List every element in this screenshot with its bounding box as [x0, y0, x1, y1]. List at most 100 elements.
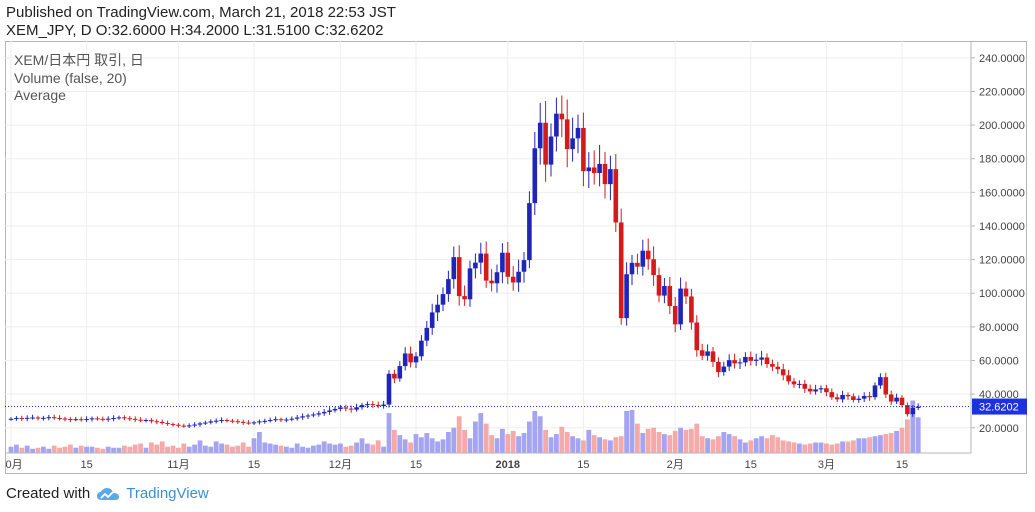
volume-bar [89, 446, 95, 453]
volume-bar [100, 448, 106, 453]
candle-body [764, 357, 770, 365]
volume-bar [154, 444, 160, 453]
volume-bar [354, 442, 359, 453]
volume-bar [489, 435, 494, 453]
candle-body [408, 353, 413, 363]
candle-body [807, 388, 813, 392]
candle-body [240, 421, 246, 423]
candle-body [375, 404, 381, 407]
candle-body [305, 415, 311, 417]
candle-body [786, 375, 791, 382]
volume-bar [273, 444, 278, 453]
volume-bar [116, 447, 122, 453]
volume-bar [230, 446, 235, 453]
candle-body [278, 419, 284, 421]
volume-bar [586, 429, 592, 453]
volume-bar [500, 428, 505, 453]
volume-bar [14, 444, 19, 453]
candle-body [554, 113, 559, 137]
candle-body [24, 417, 30, 419]
candle-body [537, 122, 543, 149]
volume-bar [446, 432, 451, 453]
candle-body [338, 407, 343, 409]
candle-body [824, 388, 829, 393]
created-with-text: Created with [6, 485, 91, 502]
candle-body [429, 312, 435, 328]
volume-bar [764, 438, 770, 453]
x-tick-label: 15 [410, 459, 422, 471]
legend-symbol: XEM/日本円 取引, 日 [14, 52, 144, 68]
volume-bar [786, 441, 791, 453]
volume-bar [581, 440, 586, 453]
volume-bar [73, 447, 79, 453]
candle-body [759, 357, 764, 360]
volume-bar [348, 445, 354, 453]
candle-body [122, 417, 127, 419]
candle-body [591, 167, 597, 174]
volume-bar [41, 446, 46, 453]
volume-bar [775, 437, 781, 453]
candle-body [176, 424, 181, 426]
volume-bar [149, 442, 154, 453]
volume-bar [797, 443, 802, 453]
volume-bar [375, 440, 381, 453]
volume-bar [527, 421, 532, 453]
candle-body [608, 169, 613, 185]
candle-body [424, 327, 430, 341]
volume-bar [451, 427, 457, 453]
candle-body [710, 351, 716, 362]
candle-body [656, 275, 662, 296]
volume-bar [597, 437, 602, 453]
chart-grid [5, 41, 971, 453]
candle-body [527, 203, 532, 261]
candle-body [791, 381, 797, 385]
candle-body [402, 353, 408, 367]
volume-bar [462, 429, 467, 453]
price-chart[interactable]: 32.6202 20.0000 40.0000 60.0000 80.0000 100.… [5, 41, 1027, 474]
volume-bars [8, 400, 921, 453]
candle-body [651, 259, 656, 276]
volume-bar [689, 428, 694, 453]
candle-body [311, 414, 316, 416]
candle-body [273, 419, 278, 421]
candle-body [732, 360, 737, 364]
legend-volume: Volume (false, 20) [14, 70, 127, 86]
y-tick-label: 80.0000 [979, 322, 1019, 334]
volume-bar [678, 427, 683, 453]
volume-bar [532, 411, 538, 453]
y-tick-label: 220.0000 [979, 86, 1025, 98]
candle-body [672, 306, 678, 325]
volume-bar [824, 443, 829, 453]
volume-bar [737, 439, 743, 453]
tradingview-link[interactable]: TradingView [96, 485, 209, 502]
volume-bar [867, 437, 872, 453]
volume-bar [8, 446, 14, 453]
volume-bar [478, 413, 484, 453]
legend-average: Average [14, 87, 66, 103]
candle-body [872, 385, 878, 398]
volume-bar [397, 435, 403, 453]
candle-body [737, 362, 743, 364]
ohlc-readout: XEM_JPY, D O:32.6000 H:34.2000 L:31.5100… [6, 22, 384, 39]
candle-body [888, 394, 894, 402]
y-tick-label: 20.0000 [979, 423, 1019, 435]
candle-body [294, 417, 300, 419]
volume-bar [564, 432, 570, 453]
x-tick-label: 15 [745, 459, 757, 471]
x-tick-label: 15 [80, 459, 92, 471]
volume-bar [413, 434, 419, 453]
volume-bar [548, 437, 554, 453]
volume-bar [818, 442, 824, 453]
volume-bar [473, 421, 478, 453]
volume-bar [327, 443, 332, 453]
volume-bar [635, 423, 640, 453]
volume-bar [618, 436, 624, 453]
candle-body [386, 373, 392, 405]
volume-bar [705, 438, 710, 453]
last-price-line: 32.6202 [5, 398, 1027, 415]
candle-body [602, 163, 608, 185]
volume-bar [516, 436, 521, 453]
candle-body [478, 253, 484, 263]
volume-bar [122, 445, 127, 453]
volume-bar [132, 444, 138, 453]
